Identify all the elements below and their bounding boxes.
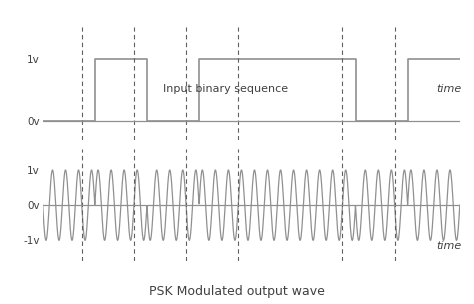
Text: PSK Modulated output wave: PSK Modulated output wave (149, 285, 325, 298)
Text: time: time (436, 84, 462, 94)
Text: time: time (436, 240, 462, 250)
Text: Input binary sequence: Input binary sequence (163, 84, 288, 94)
